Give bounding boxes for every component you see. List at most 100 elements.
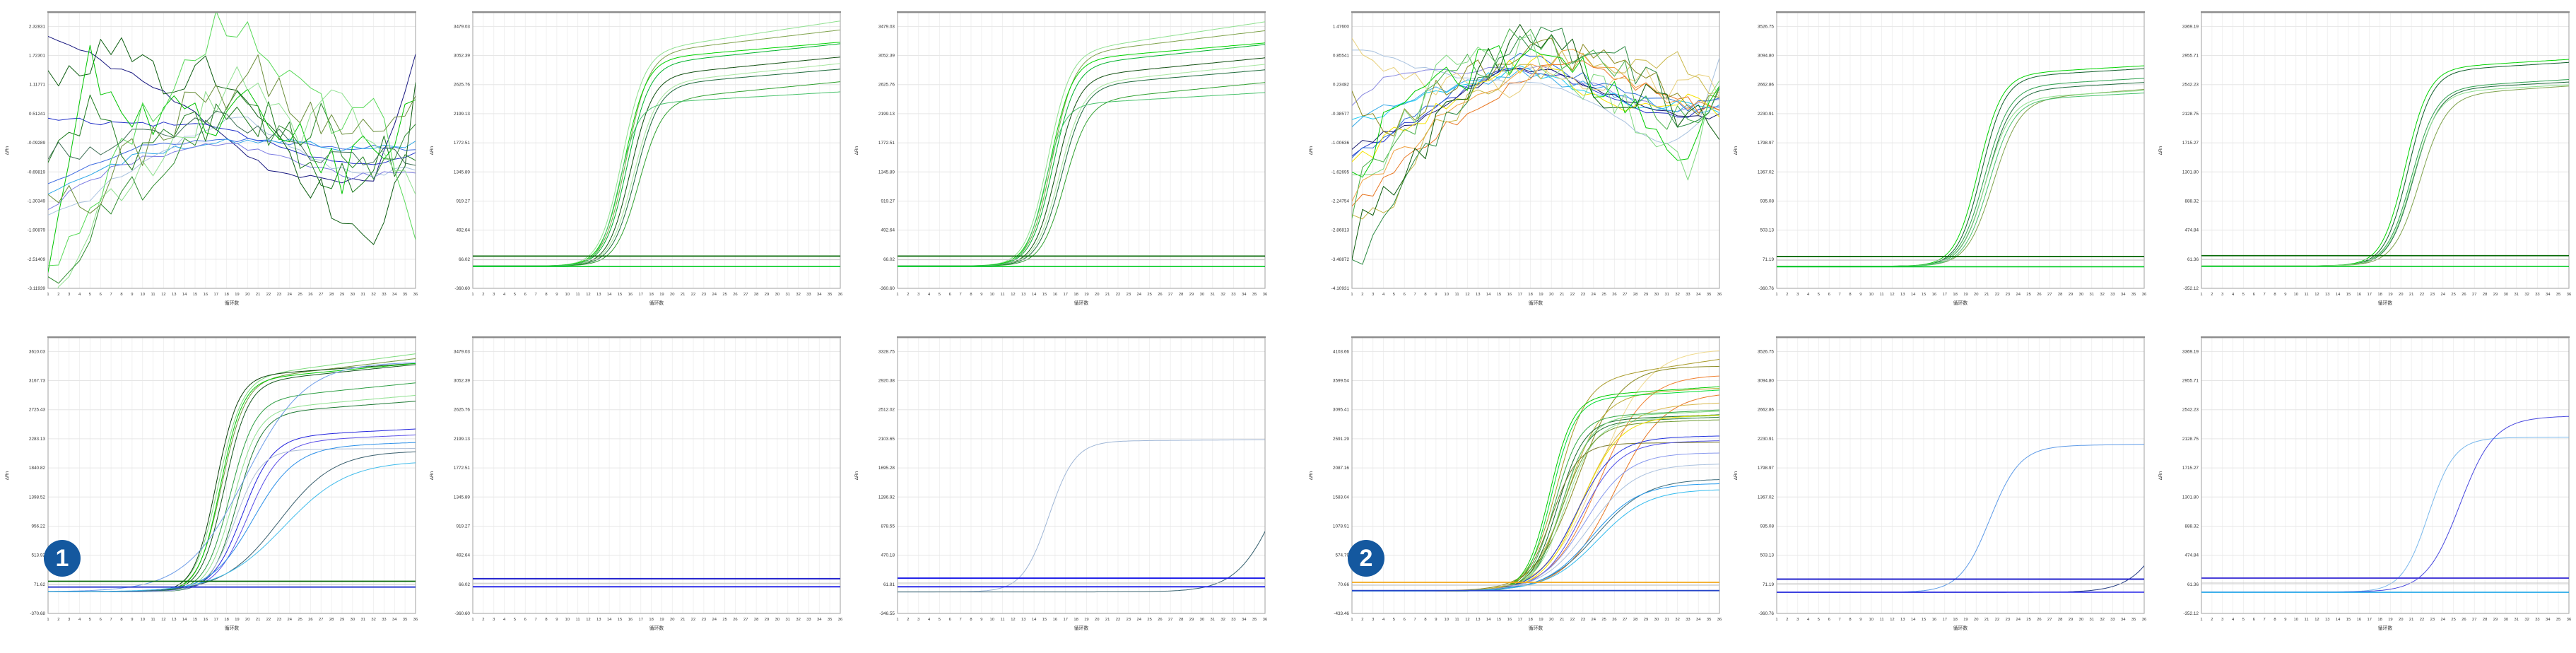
x-tick-label: 19 [1539,293,1543,297]
chart-svg-g1-r1c1: 2.32831 1.72301 1.11771 0.51241 -0.09289 -0.6… [1,4,420,324]
x-tick-label: 27 [319,618,323,622]
x-tick-label: 31 [2089,618,2093,622]
x-tick-label: 4 [1382,618,1385,622]
x-tick-label: 15 [1497,293,1501,297]
x-tick-label: 25 [2451,618,2455,622]
x-tick-label: 12 [586,293,590,297]
y-tick-label: 919.27 [456,524,470,529]
x-tick-label: 14 [2336,293,2341,297]
x-tick-label: 21 [1560,293,1564,297]
x-tick-label: 29 [2069,293,2073,297]
x-tick-label: 29 [1644,618,1648,622]
x-tick-label: 32 [2100,293,2104,297]
series-group [1777,444,2144,593]
x-tick-label: 18 [2377,293,2382,297]
x-tick-label: 5 [89,293,91,297]
x-tick-label: 10 [2293,618,2298,622]
x-axis-label: 循环数 [649,625,664,631]
x-tick-label: 8 [970,293,972,297]
x-tick-label: 15 [1042,618,1047,622]
x-tick-label: 35 [2556,293,2560,297]
x-axis-label: 循环数 [1529,625,1543,631]
y-tick-label: 3479.03 [454,24,471,29]
x-tick-label: 29 [1189,293,1194,297]
x-tick-label: 10 [565,618,569,622]
x-tick-label: 5 [1393,618,1395,622]
x-tick-label: 31 [1210,293,1214,297]
x-tick-label: 6 [524,293,527,297]
y-tick-label: 66.02 [459,582,470,587]
x-tick-label: 28 [1179,293,1183,297]
y-tick-label: 3369.19 [2182,24,2199,29]
x-tick-label: 1 [896,618,898,622]
curve-series [1352,26,1719,265]
x-tick-label: 13 [2325,618,2329,622]
y-tick-label: -360.60 [454,611,470,616]
y-tick-label: 503.13 [1760,228,1774,233]
x-tick-label: 20 [245,293,249,297]
x-tick-label: 28 [2483,293,2487,297]
x-tick-label: 31 [1664,618,1669,622]
y-tick-label: 1345.89 [454,170,471,175]
chart-svg-g1-r2c3: 3328.75 2920.38 2512.02 2103.65 1695.28 1286.… [851,329,1270,649]
curve-series [1352,49,1719,144]
x-tick-label: 24 [2016,293,2021,297]
amplification-chart-neg-2: 3526.75 3094.80 2662.86 2230.91 1798.97 1367.… [1730,329,2149,649]
x-tick-label: 2 [2211,618,2213,622]
x-tick-label: 25 [722,618,727,622]
x-tick-label: 28 [2058,293,2062,297]
x-tick-label: 19 [1963,293,1968,297]
amplification-chart-all-2: 4103.66 3599.54 3095.41 2591.29 2087.16 1583.… [1305,329,1724,649]
y-tick-label: -360.60 [879,286,895,291]
x-tick-label: 21 [681,293,685,297]
chart-svg-g2-r2c1: 4103.66 3599.54 3095.41 2591.29 2087.16 1583.… [1305,329,1724,649]
x-tick-label: 26 [1158,618,1162,622]
x-tick-label: 35 [828,618,832,622]
y-axis-label: ΔRn [430,471,435,480]
x-tick-label: 5 [2242,618,2245,622]
y-tick-label: 0.85541 [1333,54,1350,59]
x-tick-label: 9 [131,293,133,297]
y-tick-label: 2662.86 [1758,83,1775,88]
x-tick-label: 29 [2069,618,2073,622]
y-tick-label: -4.10931 [1331,286,1350,291]
x-tick-label: 10 [1869,618,1873,622]
x-tick-label: 13 [1900,293,1905,297]
x-tick-label: 25 [1147,293,1151,297]
x-tick-label: 11 [2305,293,2309,297]
y-tick-label: 66.02 [883,257,895,262]
y-tick-label: 2920.38 [878,379,895,384]
y-tick-label: 2283.13 [29,437,46,442]
x-tick-label: 19 [659,618,664,622]
x-tick-label: 4 [1382,293,1385,297]
x-tick-label: 18 [1953,618,1957,622]
x-tick-label: 16 [1507,618,1512,622]
x-tick-label: 5 [939,293,941,297]
x-axis-label: 循环数 [649,300,664,306]
x-tick-label: 12 [1890,293,1894,297]
y-tick-label: 935.08 [1760,524,1774,529]
x-tick-label: 16 [628,293,633,297]
x-tick-label: 21 [1105,618,1110,622]
y-tick-label: 1286.92 [878,495,895,500]
x-tick-label: 26 [308,618,312,622]
x-tick-label: 26 [2037,293,2041,297]
series-group [473,20,840,267]
y-tick-label: 2199.13 [878,112,895,117]
x-tick-label: 6 [949,618,951,622]
x-tick-label: 8 [1849,293,1851,297]
panel-1: 2.32831 1.72301 1.11771 0.51241 -0.09289 -0.6… [1,4,1270,649]
x-tick-label: 12 [1011,293,1015,297]
y-tick-label: 956.22 [31,524,45,529]
chart-svg-g2-r1c1: 1.47600 0.85541 0.23482 -0.38577 -1.00636 -1.… [1305,4,1724,324]
x-tick-label: 3 [1372,618,1374,622]
x-tick-label: 16 [628,618,633,622]
x-tick-label: 19 [1539,618,1543,622]
series-group [2201,416,2569,593]
curve-series [1352,50,1719,220]
x-tick-label: 22 [1995,293,1999,297]
x-tick-label: 4 [1807,618,1810,622]
x-tick-label: 2 [907,618,909,622]
x-tick-label: 36 [2142,293,2146,297]
x-tick-label: 31 [2514,618,2518,622]
